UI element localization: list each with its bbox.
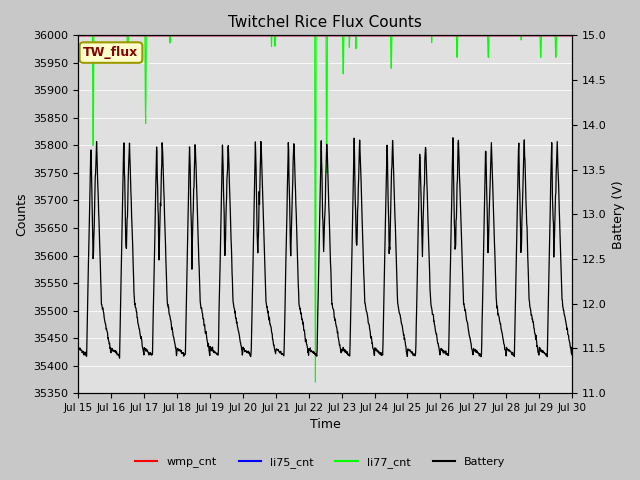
Legend: wmp_cnt, li75_cnt, li77_cnt, Battery: wmp_cnt, li75_cnt, li77_cnt, Battery <box>131 452 509 472</box>
Text: TW_flux: TW_flux <box>83 46 139 59</box>
Title: Twitchel Rice Flux Counts: Twitchel Rice Flux Counts <box>228 15 422 30</box>
Y-axis label: Battery (V): Battery (V) <box>612 180 625 249</box>
X-axis label: Time: Time <box>310 419 340 432</box>
Y-axis label: Counts: Counts <box>15 192 28 236</box>
